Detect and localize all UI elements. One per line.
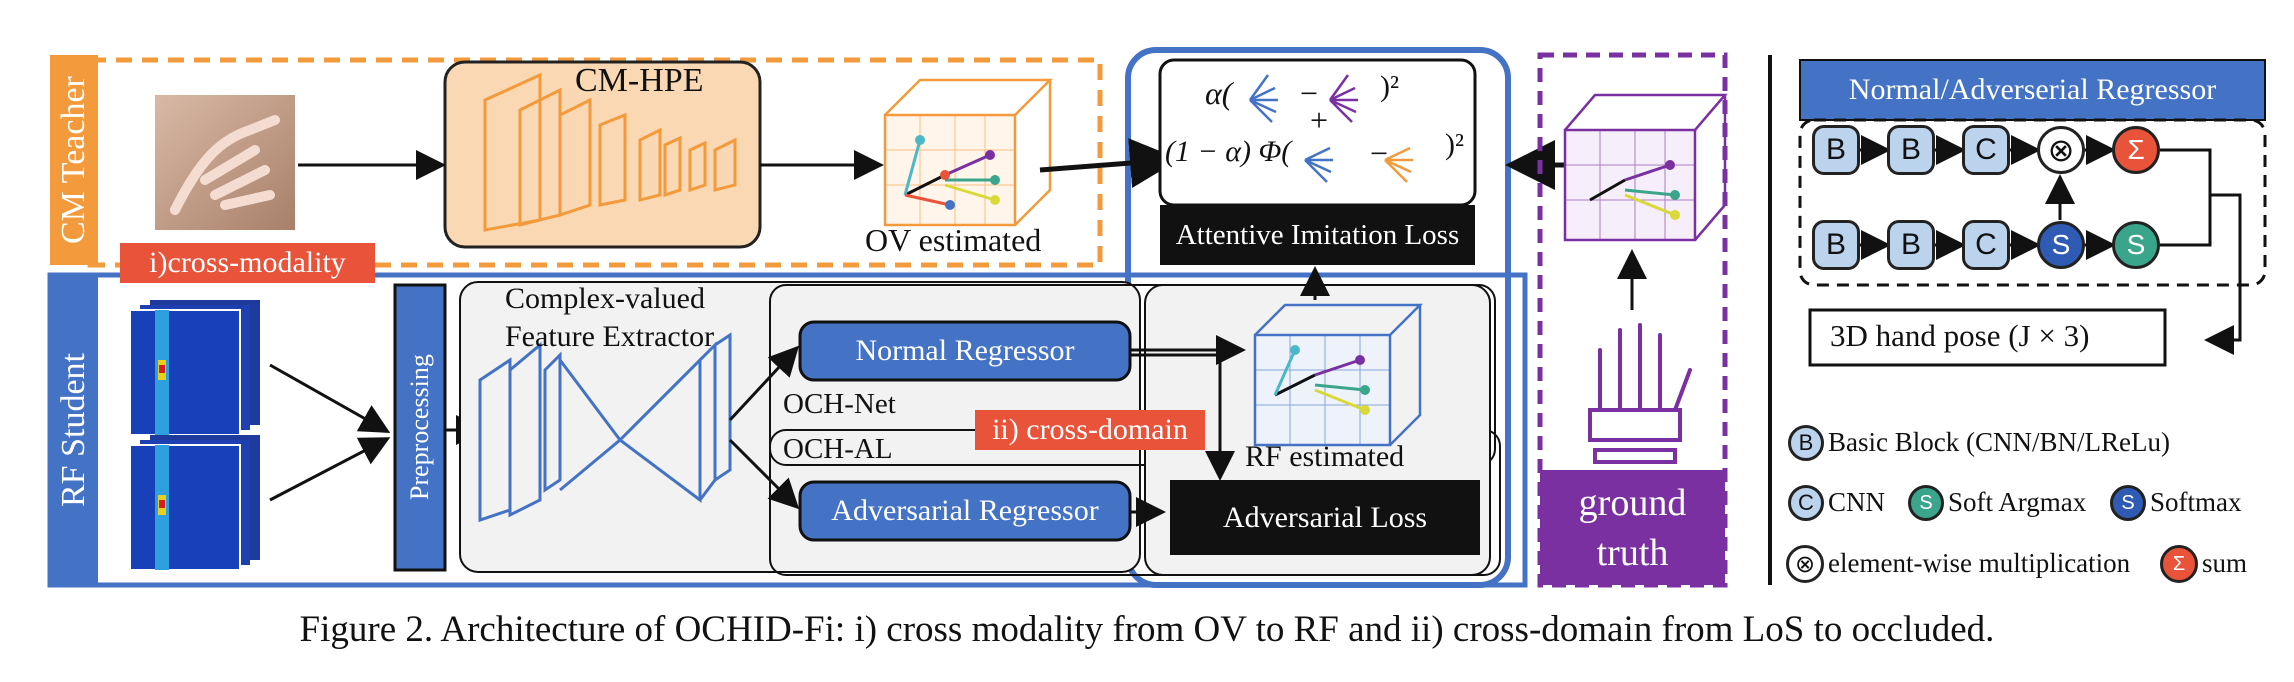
ground-truth-label-2: truth: [1596, 532, 1669, 574]
teacher-side-bar: [50, 55, 98, 265]
adversarial-loss-box: [1170, 480, 1480, 555]
glove-icon: [1588, 323, 1692, 464]
rf-heatmap-bottom: [129, 435, 260, 571]
legend-basic-block-icon: B: [1788, 425, 1824, 461]
regressor-panel-title-bar: [1799, 59, 2266, 121]
row2-basic-block-2: B: [1887, 220, 1935, 270]
legend-sum-icon: Σ: [2160, 545, 2198, 583]
loss-plus: +: [1310, 102, 1329, 138]
ov-cube: [883, 78, 1054, 227]
ov-estimated-label: OV estimated: [865, 222, 1042, 258]
legend-multiply-text: element-wise multiplication: [1828, 548, 2131, 578]
regressor-panel-dashed: [1798, 118, 2267, 287]
legend-cnn-text: CNN: [1828, 487, 1886, 517]
row1-sum-icon: Σ: [2112, 126, 2160, 174]
student-side-bar: [50, 275, 98, 585]
och-al-label: OCH-AL: [783, 433, 893, 465]
teacher-side-label: CM Teacher: [55, 76, 92, 244]
legend-soft-argmax-text: Soft Argmax: [1948, 487, 2087, 517]
och-net-label: OCH-Net: [783, 388, 896, 420]
row1-cnn-block: C: [1962, 125, 2010, 175]
cross-domain-badge: ii) cross-domain: [975, 410, 1205, 450]
figure-caption: Figure 2. Architecture of OCHID-Fi: i) c…: [299, 609, 1995, 650]
legend-cnn-icon: C: [1788, 485, 1824, 521]
row2-basic-block-1: B: [1812, 220, 1860, 270]
gt-cube: [1563, 93, 1728, 242]
hand-pose-output-box: [1808, 308, 2167, 367]
adversarial-regressor-label: Adversarial Regressor: [831, 494, 1099, 527]
preprocessing-block: [393, 283, 447, 572]
normal-regressor-label: Normal Regressor: [855, 334, 1075, 367]
adversarial-loss-label: Adversarial Loss: [1222, 500, 1428, 534]
cm-hpe-label: CM-HPE: [575, 62, 704, 99]
regressor-panel-title: Normal/Adverserial Regressor: [1848, 73, 2217, 106]
row2-softmax-icon: S: [2037, 221, 2085, 269]
legend-softmax-text: Softmax: [2150, 487, 2242, 517]
legend-softmax-icon: S: [2110, 485, 2146, 521]
loss-phi-sq: )²: [1445, 128, 1464, 161]
loss-minus-2: −: [1370, 135, 1389, 171]
row1-multiply-icon: ⊗: [2037, 126, 2085, 174]
row1-basic-block-2: B: [1887, 125, 1935, 175]
loss-phi-term: (1 − α) Φ(: [1165, 135, 1292, 168]
loss-alpha-term: α(: [1205, 75, 1233, 111]
legend-basic-block-text: Basic Block (CNN/BN/LReLu): [1828, 427, 2170, 457]
legend-soft-argmax-icon: S: [1908, 485, 1944, 521]
rf-heatmap-top: [129, 300, 260, 436]
ov-skeleton: [903, 135, 1000, 210]
attentive-loss-bar: [1160, 205, 1475, 265]
preprocessing-label: Preprocessing: [405, 354, 434, 501]
feature-extractor-label-1: Complex-valued: [505, 282, 705, 315]
row2-soft-argmax-icon: S: [2112, 221, 2160, 269]
row1-basic-block-1: B: [1812, 125, 1860, 175]
ground-truth-block: [1540, 470, 1725, 585]
loss-alpha-sq: )²: [1380, 70, 1399, 103]
row2-cnn-block: C: [1962, 220, 2010, 270]
legend-multiply-icon: ⊗: [1786, 545, 1824, 583]
attentive-loss-label: Attentive Imitation Loss: [1175, 218, 1460, 251]
feature-extractor-label-2: Feature Extractor: [505, 320, 715, 353]
cross-modality-badge: i)cross-modality: [120, 243, 375, 283]
ground-truth-label-1: ground: [1578, 482, 1687, 524]
loss-minus-1: −: [1300, 75, 1319, 111]
rf-estimated-label: RF estimated: [1245, 440, 1405, 473]
student-side-label: RF Student: [55, 353, 92, 507]
hand-pose-output-label: 3D hand pose (J × 3): [1830, 318, 2090, 353]
legend-sum-text: sum: [2202, 548, 2248, 578]
